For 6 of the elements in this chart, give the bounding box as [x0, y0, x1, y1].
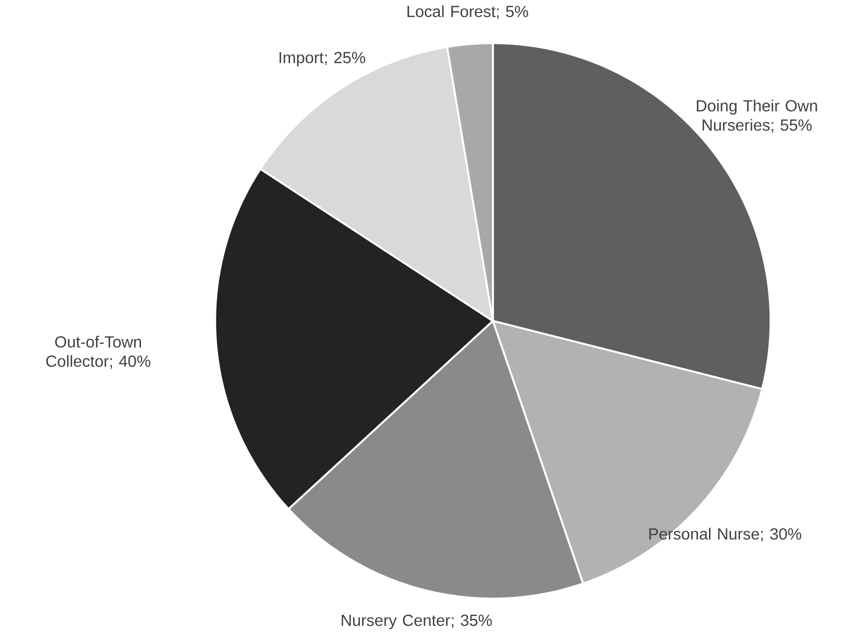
slice-label: Doing Their Own Nurseries; 55% [696, 100, 817, 133]
slice-label: Personal Nurse; 30% [649, 528, 802, 542]
slice-label: Local Forest; 5% [408, 6, 528, 20]
slice-label: Nursery Center; 35% [342, 614, 492, 630]
slice-label: Out-of-Town Collector; 40% [46, 336, 150, 370]
slice-label: Import; 25% [280, 52, 366, 67]
